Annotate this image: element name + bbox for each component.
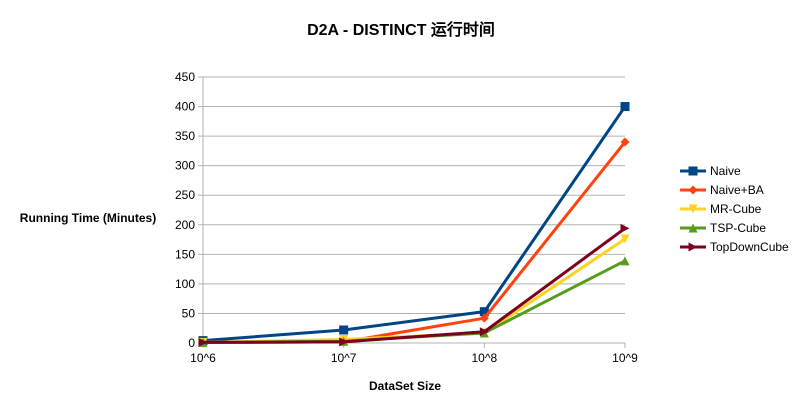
legend-item: TSP-Cube [680,221,766,235]
data-point [620,256,630,266]
legend-swatch-marker [688,223,698,233]
series-naive [198,102,630,346]
data-point [479,327,489,337]
series-line [202,227,626,344]
legend: Naive Naive+BA MR-Cube TSP-Cube TopDownCube [680,164,789,254]
legend-item: Naive+BA [680,183,764,197]
legend-item: TopDownCube [680,240,789,254]
y-tick-label: 200 [175,218,195,232]
data-point [620,223,630,233]
y-axis-title: Running Time (Minutes) [20,211,156,225]
legend-item: Naive [680,164,741,178]
legend-swatch-marker [688,204,698,214]
series-lines [198,102,630,347]
data-point [198,337,208,347]
series-line [202,141,627,344]
y-tick-label: 400 [175,100,195,114]
x-tick-label: 10^7 [331,351,357,365]
y-tick-label: 100 [175,277,195,291]
data-point [479,313,489,323]
y-tick-label: 50 [182,306,196,320]
legend-label: Naive [710,164,741,178]
y-tick-label: 450 [175,70,195,84]
y-tick-label: 350 [175,129,195,143]
x-tick-label: 10^9 [612,351,638,365]
legend-label: MR-Cube [710,202,762,216]
y-tick-label: 300 [175,159,195,173]
data-point [479,307,489,317]
x-axis-title: DataSet Size [369,379,441,393]
series-naive-ba [198,137,630,347]
x-tick-label: 10^8 [472,351,498,365]
data-point [620,137,630,147]
legend-swatch-marker [688,185,698,195]
y-tick-label: 0 [188,336,195,350]
x-tick-label: 10^6 [190,351,216,365]
series-tsp-cube [198,256,630,347]
legend-label: TSP-Cube [710,221,766,235]
data-point [620,102,630,112]
chart-title: D2A - DISTINCT 运行时间 [307,20,495,39]
legend-item: MR-Cube [680,202,762,216]
series-topdowncube [198,223,630,347]
legend-label: Naive+BA [710,183,764,197]
gridlines [203,76,625,314]
series-line [202,105,627,343]
axes: 0 50 100 150 200 250 300 350 400 450 10^6 10^7 10^8 1… [175,70,638,365]
y-tick-label: 150 [175,247,195,261]
legend-swatch-marker [688,242,698,252]
legend-label: TopDownCube [710,240,789,254]
data-point [339,325,349,335]
data-point [620,234,630,244]
data-point [339,337,349,347]
legend-swatch-marker [688,166,698,176]
y-tick-label: 250 [175,188,195,202]
